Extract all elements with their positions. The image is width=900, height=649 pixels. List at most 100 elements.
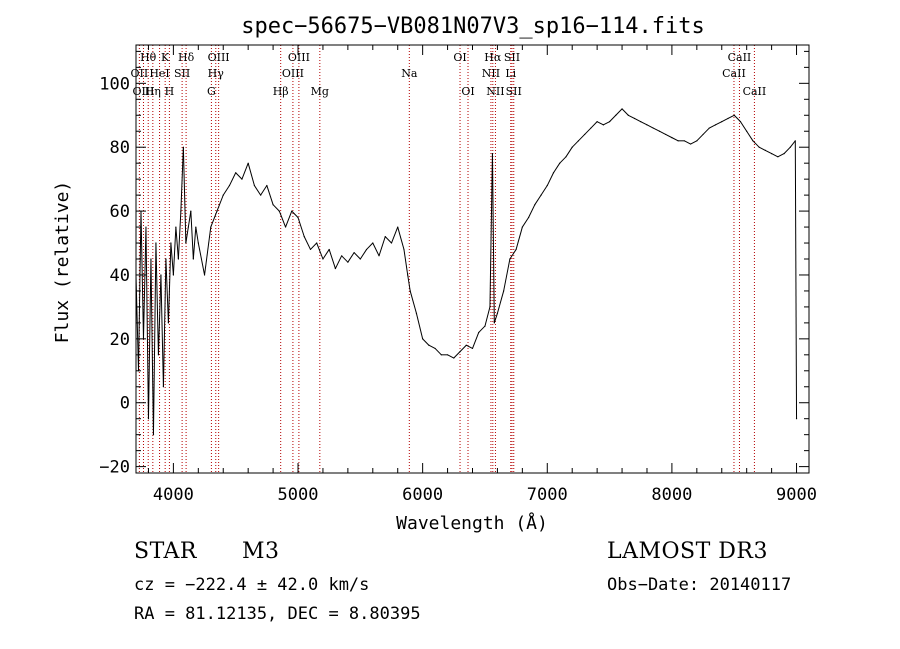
spectrum-segment [155, 243, 159, 355]
spectrum-segment [372, 242, 380, 257]
spectrum-segment [509, 249, 517, 260]
spectrum-segment [459, 344, 467, 352]
spectrum-segment [322, 249, 330, 260]
spectrum-point [671, 137, 673, 139]
spectrum-segment [152, 243, 157, 435]
spectrum-point [347, 261, 349, 263]
spectrum-point [235, 172, 237, 174]
spectrum-segment [310, 242, 318, 250]
spectrum-segment [328, 249, 336, 269]
spectrum-point [440, 354, 442, 356]
spectrum-point [677, 140, 679, 142]
spectral-line-label: H [165, 85, 175, 98]
spectrum-point [491, 152, 494, 155]
spectrum-segment [197, 242, 206, 276]
spectral-line-label: Hθ [140, 51, 157, 64]
redshift-velocity: cz = −222.4 ± 42.0 km/s [134, 575, 370, 595]
spectrum-point [157, 354, 160, 356]
spectrum-point [546, 184, 548, 187]
spectrum-point [316, 242, 318, 244]
spectrum-point [384, 236, 386, 238]
spectral-line-label: SII [504, 51, 520, 64]
spectrum-point [359, 258, 361, 260]
spectrum-segment [260, 185, 268, 196]
spectrum-segment [303, 236, 311, 250]
spectrum-segment [316, 242, 324, 260]
spectrum-segment [740, 121, 748, 132]
spectrum-segment [384, 236, 392, 244]
spectrum-segment [534, 194, 542, 205]
spectrum-segment [165, 258, 169, 323]
spectrum-point [185, 242, 187, 244]
spectrum-point [170, 242, 172, 244]
spectrum-segment [752, 140, 760, 148]
spectral-line-label: Hγ [208, 67, 225, 80]
spectrum-segment [640, 121, 648, 126]
spectrum-segment [142, 227, 147, 339]
y-tick-label: −20 [99, 458, 130, 478]
spectrum-segment [565, 146, 573, 158]
spectral-line-label: CaII [728, 51, 752, 64]
spectrum-point [489, 306, 491, 308]
spectrum-point [177, 258, 179, 260]
spectrum-point [771, 152, 773, 155]
spectrum-point [665, 133, 667, 136]
spectrum-point [155, 242, 157, 244]
spectrum-segment [546, 172, 554, 186]
spectrum-point [403, 248, 405, 251]
spectrum-point [203, 274, 206, 276]
spectrum-point [752, 140, 754, 142]
spectral-line-label: G [207, 85, 216, 98]
spectrum-point [197, 242, 199, 244]
spectrum-segment [247, 163, 255, 186]
spectrum-point [187, 226, 189, 228]
spectrum-point [407, 274, 409, 276]
spectrum-segment [578, 134, 586, 142]
spectrum-segment [434, 348, 442, 356]
x-axis-label: Wavelength (Å) [396, 512, 548, 534]
spectrum-segment [652, 127, 660, 132]
spectrum-point [459, 351, 461, 353]
spectrum-segment [496, 290, 505, 314]
spectrum-segment [422, 338, 430, 346]
spectrum-point [334, 267, 337, 270]
spectrum-segment [596, 121, 604, 126]
spectrum-segment [472, 332, 480, 349]
spectrum-point [145, 226, 147, 228]
spectrum-segment [634, 118, 641, 123]
spectrum-point [795, 418, 798, 420]
spectral-line-label: Hδ [178, 51, 195, 64]
spectrum-point [175, 226, 177, 228]
spectrum-segment [172, 227, 177, 275]
spectrum-segment [428, 344, 436, 349]
spectrum-segment [157, 274, 162, 355]
spectrum-segment [709, 124, 716, 129]
spectrum-point [652, 127, 654, 129]
y-tick-label: 0 [120, 394, 130, 414]
spectrum-point [415, 312, 418, 314]
spectrum-point [714, 124, 717, 126]
spectrum-segment [216, 194, 224, 212]
y-tick-label: 20 [110, 330, 130, 350]
y-tick-label: 40 [110, 266, 130, 286]
spectrum-segment [515, 226, 523, 250]
spectrum-point [195, 226, 197, 228]
spectrum-segment [222, 185, 230, 196]
spectral-line-label: Hη [145, 85, 161, 98]
spectrum-point [465, 344, 467, 346]
x-tick-label: 8000 [651, 485, 692, 505]
spectrum-segment [559, 156, 567, 164]
spectrum-point [565, 156, 567, 158]
spectrum-point [446, 354, 449, 356]
spectrum-point [147, 418, 150, 420]
spectrum-point [241, 178, 243, 180]
y-axis-label: Flux (relative) [52, 181, 73, 344]
spectral-line-label: OIII [208, 51, 230, 64]
spectrum-segment [190, 211, 194, 260]
spectrum-point [633, 117, 636, 120]
spectrum-segment [150, 258, 154, 435]
spectrum-point [602, 124, 604, 126]
spectrum-segment [540, 185, 548, 196]
spectrum-point [266, 184, 268, 187]
spectral-line-label: NII [482, 67, 500, 80]
